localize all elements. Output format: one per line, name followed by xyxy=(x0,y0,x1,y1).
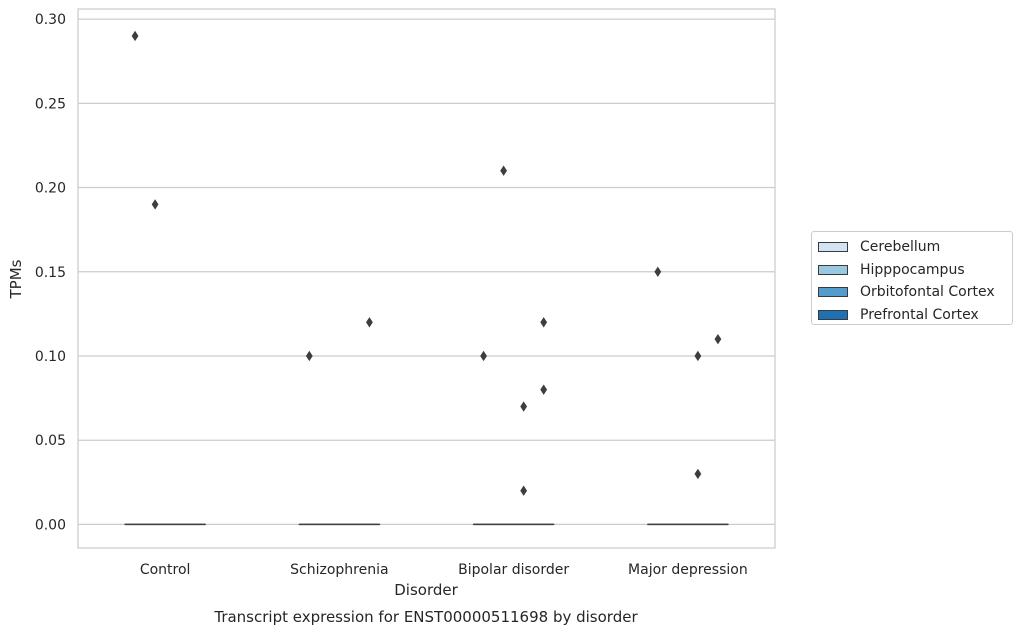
plot-background xyxy=(78,9,775,548)
outlier-points xyxy=(131,30,722,496)
chart-title: Transcript expression for ENST0000051169… xyxy=(213,608,638,626)
outlier-bipolar-disorder-prefrontal-cortex-1 xyxy=(540,384,548,395)
legend-item-prefrontal-cortex: Prefrontal Cortex xyxy=(818,304,1012,327)
outlier-bipolar-disorder-orbitofontal-cortex-1 xyxy=(520,485,528,496)
legend-swatch-cerebellum xyxy=(818,242,848,253)
y-tick-label-0.10: 0.10 xyxy=(35,349,66,365)
legend-item-orbitofrontal-cortex: Orbitofontal Cortex xyxy=(818,281,1012,304)
legend-swatch-orbitofrontal-cortex xyxy=(818,287,848,298)
outlier-major-depression-prefrontal-cortex-0 xyxy=(714,333,722,345)
legend-swatch-hippocampus xyxy=(818,264,848,275)
plot-frame xyxy=(77,8,776,549)
y-tick-labels: 0.00 0.05 0.10 0.15 0.20 0.25 0.30 xyxy=(35,12,66,533)
legend-label-hippocampus: Hipppocampus xyxy=(860,261,965,278)
legend-label-prefrontal-cortex: Prefrontal Cortex xyxy=(860,306,979,323)
outlier-bipolar-disorder-cerebellum-0 xyxy=(480,350,487,362)
y-tick-label-0.00: 0.00 xyxy=(35,517,66,533)
outlier-schizophrenia-prefrontal-cortex-0 xyxy=(366,317,373,328)
outlier-control-hipppocampus-0 xyxy=(151,199,159,210)
outlier-bipolar-disorder-prefrontal-cortex-0 xyxy=(540,317,548,328)
outlier-schizophrenia-cerebellum-0 xyxy=(305,350,313,362)
y-tick-label-0.25: 0.25 xyxy=(35,96,66,112)
y-tick-label-0.30: 0.30 xyxy=(35,12,66,28)
legend-item-cerebellum: Cerebellum xyxy=(818,236,1012,259)
y-axis-label: TPMs xyxy=(7,259,25,299)
x-tick-labels: Control Schizophrenia Bipolar disorder Majo… xyxy=(140,562,748,578)
outlier-bipolar-disorder-hipppocampus-0 xyxy=(500,165,508,176)
legend-label-orbitofrontal-cortex: Orbitofontal Cortex xyxy=(860,284,995,301)
legend-swatch-prefrontal-cortex xyxy=(818,309,848,320)
legend: Cerebellum Hipppocampus Orbitofontal Cor… xyxy=(811,231,1013,325)
outlier-bipolar-disorder-orbitofontal-cortex-0 xyxy=(520,401,528,412)
y-tick-label-0.05: 0.05 xyxy=(35,433,66,449)
x-axis-label: Disorder xyxy=(394,581,458,599)
y-tick-label-0.15: 0.15 xyxy=(35,265,66,281)
y-tick-label-0.20: 0.20 xyxy=(35,181,66,197)
x-tick-label-bipolar-disorder: Bipolar disorder xyxy=(458,562,569,578)
outlier-control-cerebellum-0 xyxy=(131,30,139,42)
x-tick-label-major-depression: Major depression xyxy=(628,562,748,578)
legend-item-hippocampus: Hipppocampus xyxy=(818,259,1012,282)
legend-label-cerebellum: Cerebellum xyxy=(860,239,941,256)
x-tick-label-control: Control xyxy=(140,562,191,578)
outlier-major-depression-orbitofontal-cortex-1 xyxy=(694,468,702,480)
outlier-major-depression-cerebellum-0 xyxy=(654,266,662,277)
x-tick-label-schizophrenia: Schizophrenia xyxy=(290,562,388,578)
outlier-major-depression-orbitofontal-cortex-0 xyxy=(694,350,702,362)
